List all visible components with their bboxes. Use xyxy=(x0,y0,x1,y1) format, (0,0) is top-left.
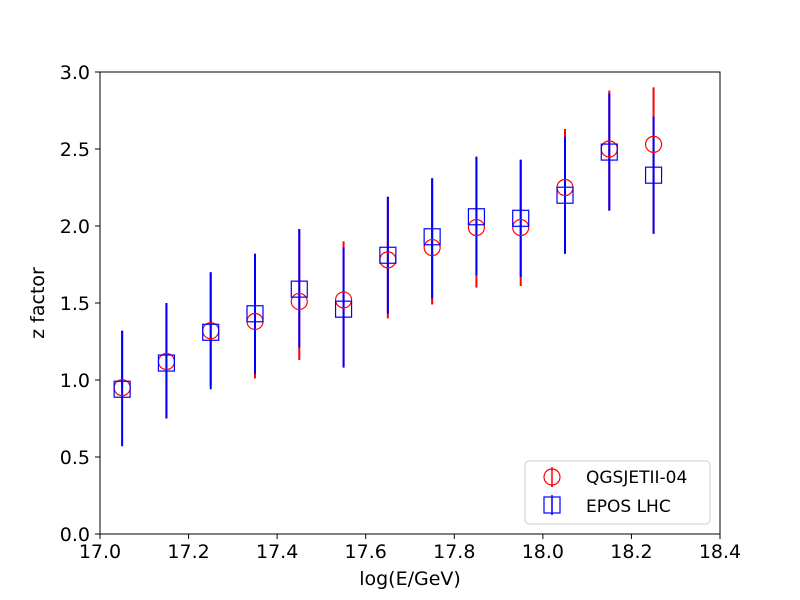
error-bars xyxy=(121,87,655,447)
epos-point xyxy=(290,280,308,298)
epos-point xyxy=(423,228,441,246)
legend-box xyxy=(524,460,711,525)
x-tick-label: 17.4 xyxy=(256,541,298,563)
legend-entry-qgsjet: QGSJETII-04 xyxy=(543,467,687,488)
x-tick-label: 17.0 xyxy=(79,541,121,563)
y-tick-label: 3.0 xyxy=(60,62,90,84)
epos-point xyxy=(113,380,131,398)
y-tick-label: 0.5 xyxy=(60,447,90,469)
qgsjet-point xyxy=(644,135,663,153)
y-axis-label: z factor xyxy=(27,267,49,339)
legend-qgsjet-marker xyxy=(543,468,561,486)
y-tick-label: 2.5 xyxy=(60,139,90,161)
y-tick-label: 2.0 xyxy=(60,216,90,238)
legend-qgsjet-label: QGSJETII-04 xyxy=(586,468,687,488)
qgsjet-point xyxy=(467,218,486,237)
epos-point xyxy=(334,300,353,318)
x-axis-ticks: 17.0 17.2 17.4 17.6 17.8 18.0 18.2 18.4 xyxy=(79,534,741,563)
qgsjet-point xyxy=(334,291,353,309)
data-markers xyxy=(113,135,663,398)
epos-point xyxy=(512,209,530,227)
epos-point xyxy=(556,186,574,204)
y-tick-label: 1.5 xyxy=(60,293,90,315)
epos-point xyxy=(379,246,397,264)
y-tick-label: 0.0 xyxy=(60,524,90,546)
x-tick-label: 18.2 xyxy=(610,541,652,563)
epos-point xyxy=(600,143,618,161)
epos-point xyxy=(467,208,486,226)
legend-entry-epos: EPOS LHC xyxy=(543,495,671,517)
x-axis-label: log(E/GeV) xyxy=(359,568,461,590)
legend-epos-marker xyxy=(543,496,561,514)
legend: QGSJETII-04 EPOS LHC xyxy=(524,460,711,525)
x-tick-label: 17.6 xyxy=(345,541,387,563)
epos-point xyxy=(246,305,264,323)
qgsjet-point xyxy=(512,218,530,237)
qgsjet-point xyxy=(290,292,308,311)
epos-point xyxy=(644,166,663,184)
qgsjet-point xyxy=(423,238,441,257)
x-tick-label: 18.4 xyxy=(699,541,741,563)
epos-point xyxy=(202,323,220,341)
y-axis-ticks: 0.0 0.5 1.0 1.5 2.0 2.5 3.0 xyxy=(60,62,100,546)
x-tick-label: 18.0 xyxy=(522,541,564,563)
x-tick-label: 17.2 xyxy=(167,541,209,563)
y-tick-label: 1.0 xyxy=(60,370,90,392)
epos-point xyxy=(157,354,176,372)
x-tick-label: 17.8 xyxy=(433,541,475,563)
legend-epos-label: EPOS LHC xyxy=(586,497,671,517)
